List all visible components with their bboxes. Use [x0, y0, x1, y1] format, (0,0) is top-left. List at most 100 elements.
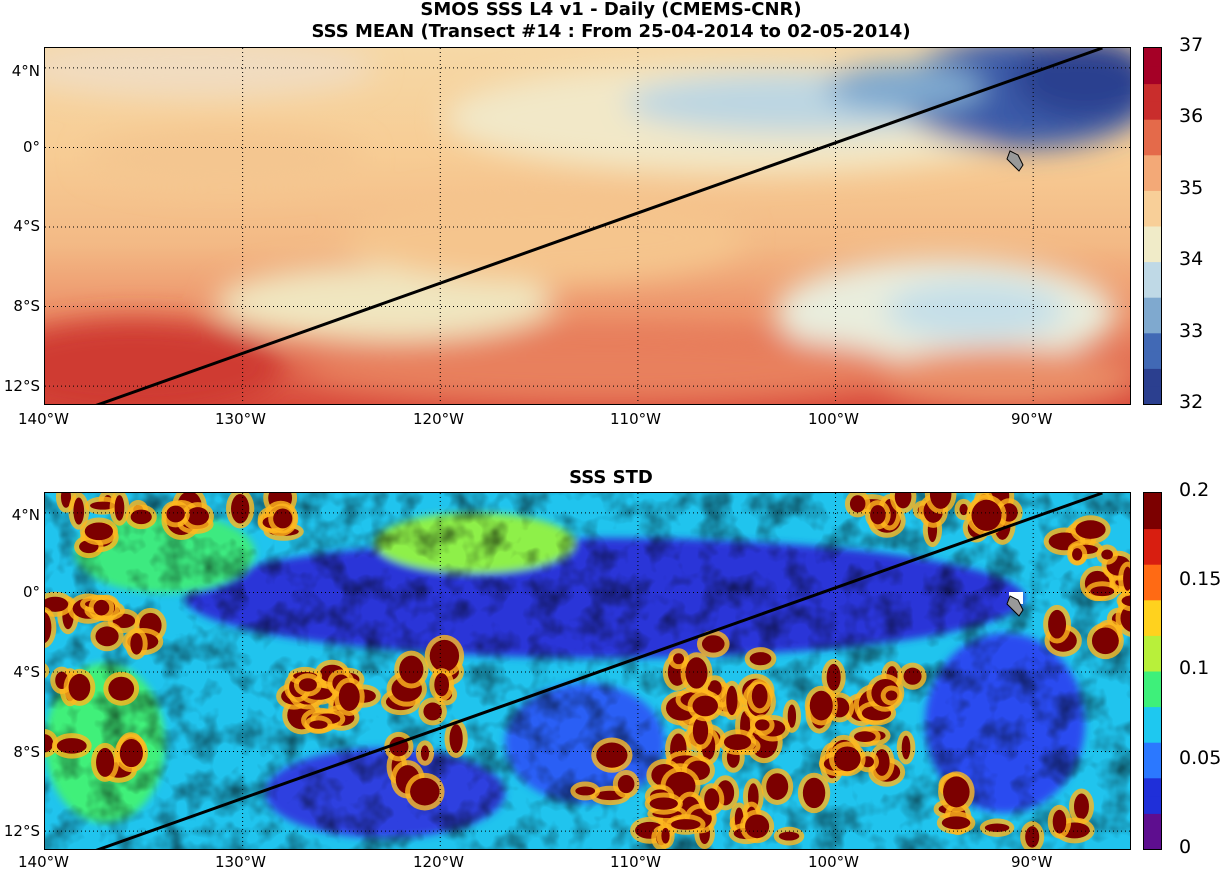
mean-colorbar-label-33: 33: [1179, 320, 1204, 342]
std-hot-core: [45, 612, 52, 643]
std-lon-label-130w: 130°W: [215, 853, 266, 871]
std-hot-core: [704, 788, 720, 811]
colorbar-segment: [1144, 172, 1161, 191]
colorbar-segment: [1144, 83, 1161, 102]
colorbar-segment: [1144, 617, 1161, 636]
std-colorbar-label-0.1: 0.1: [1179, 657, 1210, 679]
sss-std-colorbar-canvas: [1144, 493, 1161, 850]
std-hot-core: [1101, 549, 1113, 560]
std-transect-line: [95, 493, 1103, 849]
colorbar-segment: [1144, 813, 1161, 832]
mean-colorbar-label-32: 32: [1179, 391, 1204, 413]
std-hot-core: [114, 495, 125, 521]
std-hot-core: [701, 635, 725, 653]
std-hot-core: [68, 673, 91, 701]
mean-lon-label-90w: 90°W: [1011, 410, 1053, 428]
mean-lat-label-4n: 4°N: [11, 62, 40, 80]
std-hot-core: [894, 493, 912, 509]
std-hot-core: [1073, 793, 1089, 820]
colorbar-segment: [1144, 528, 1161, 547]
std-colorbar-label-0: 0: [1179, 836, 1192, 858]
sss-mean-colorbar-canvas: [1144, 48, 1161, 405]
colorbar-segment: [1144, 777, 1161, 797]
std-hot-core: [1090, 586, 1115, 597]
std-hot-core: [766, 773, 789, 800]
std-hot-core: [60, 493, 71, 508]
std-hot-core: [854, 731, 876, 743]
std-hot-core: [885, 690, 898, 701]
mean-lon-label-130w: 130°W: [215, 410, 266, 428]
sss-std-colorbar: [1143, 492, 1162, 850]
colorbar-segment: [1144, 653, 1161, 672]
std-hot-core: [338, 682, 360, 711]
std-hot-core: [186, 507, 209, 526]
std-hot-core: [685, 657, 708, 689]
std-hot-core: [751, 683, 768, 709]
std-hot-core: [1091, 627, 1119, 655]
std-lat-label-4s: 4°S: [13, 663, 40, 681]
colorbar-segment: [1144, 760, 1161, 779]
std-hot-core: [617, 774, 635, 794]
std-hot-core: [434, 673, 450, 697]
std-lon-label-120w: 120°W: [413, 853, 464, 871]
colorbar-segment: [1144, 243, 1161, 263]
colorbar-segment: [1144, 226, 1161, 245]
std-hot-core: [834, 746, 861, 772]
sss-std-canvas: [45, 493, 1130, 849]
std-lat-label-4n: 4°N: [11, 506, 40, 524]
std-lat-label-12s: 12°S: [3, 822, 40, 840]
sss-std-title: SSS STD: [569, 467, 653, 488]
colorbar-segment: [1144, 137, 1161, 156]
mean-lat-label-0: 0°: [22, 138, 40, 156]
std-hot-halo: [45, 663, 50, 679]
colorbar-segment: [1144, 582, 1161, 601]
std-hot-core: [778, 831, 800, 841]
std-hot-core: [95, 626, 119, 647]
std-hot-core: [96, 747, 115, 777]
colorbar-segment: [1144, 635, 1161, 654]
colorbar-segment: [1144, 119, 1161, 138]
std-hot-core: [298, 678, 317, 692]
mean-colorbar-label-34: 34: [1179, 248, 1204, 270]
colorbar-segment: [1144, 795, 1161, 814]
std-lon-label-110w: 110°W: [610, 853, 661, 871]
mean-lat-label-8s: 8°S: [13, 297, 40, 315]
std-hot-core: [449, 724, 463, 753]
mean-lon-label-120w: 120°W: [413, 410, 464, 428]
figure-title-line-2: SSS MEAN (Transect #14 : From 25-04-2014…: [311, 21, 911, 42]
mean-colorbar-label-37: 37: [1179, 34, 1204, 56]
std-hot-core: [410, 777, 440, 806]
std-hot-core: [929, 493, 952, 509]
std-lon-label-90w: 90°W: [1011, 853, 1053, 871]
colorbar-segment: [1144, 154, 1161, 174]
mean-lon-label-110w: 110°W: [610, 410, 661, 428]
std-hot-core: [692, 717, 709, 745]
mean-lon-label-100w: 100°W: [808, 410, 859, 428]
std-colorbar-label-0.2: 0.2: [1179, 479, 1210, 501]
std-hot-core: [726, 685, 738, 716]
std-hot-core: [1048, 609, 1067, 639]
std-hot-core: [90, 501, 116, 510]
std-hot-core: [1123, 566, 1130, 591]
colorbar-segment: [1144, 332, 1161, 352]
colorbar-segment: [1144, 190, 1161, 209]
std-hot-core: [596, 742, 628, 768]
std-hot-core: [73, 497, 85, 525]
galapagos-land-mean: [1006, 150, 1024, 172]
mean-lon-label-140w: 140°W: [18, 410, 69, 428]
std-hot-core: [93, 599, 110, 616]
std-hot-core: [661, 827, 670, 844]
std-hot-core: [849, 495, 866, 513]
std-lon-label-140w: 140°W: [18, 853, 69, 871]
std-hot-core: [870, 505, 886, 525]
std-hot-core: [108, 676, 135, 701]
std-hot-core: [903, 667, 922, 685]
colorbar-segment: [1144, 724, 1161, 743]
std-hot-core: [809, 690, 833, 721]
std-hot-core: [130, 633, 143, 655]
std-hot-core: [119, 739, 143, 768]
std-hot-core: [649, 797, 678, 810]
mean-colorbar-label-35: 35: [1179, 177, 1204, 199]
colorbar-segment: [1144, 350, 1161, 369]
colorbar-segment: [1144, 297, 1161, 316]
